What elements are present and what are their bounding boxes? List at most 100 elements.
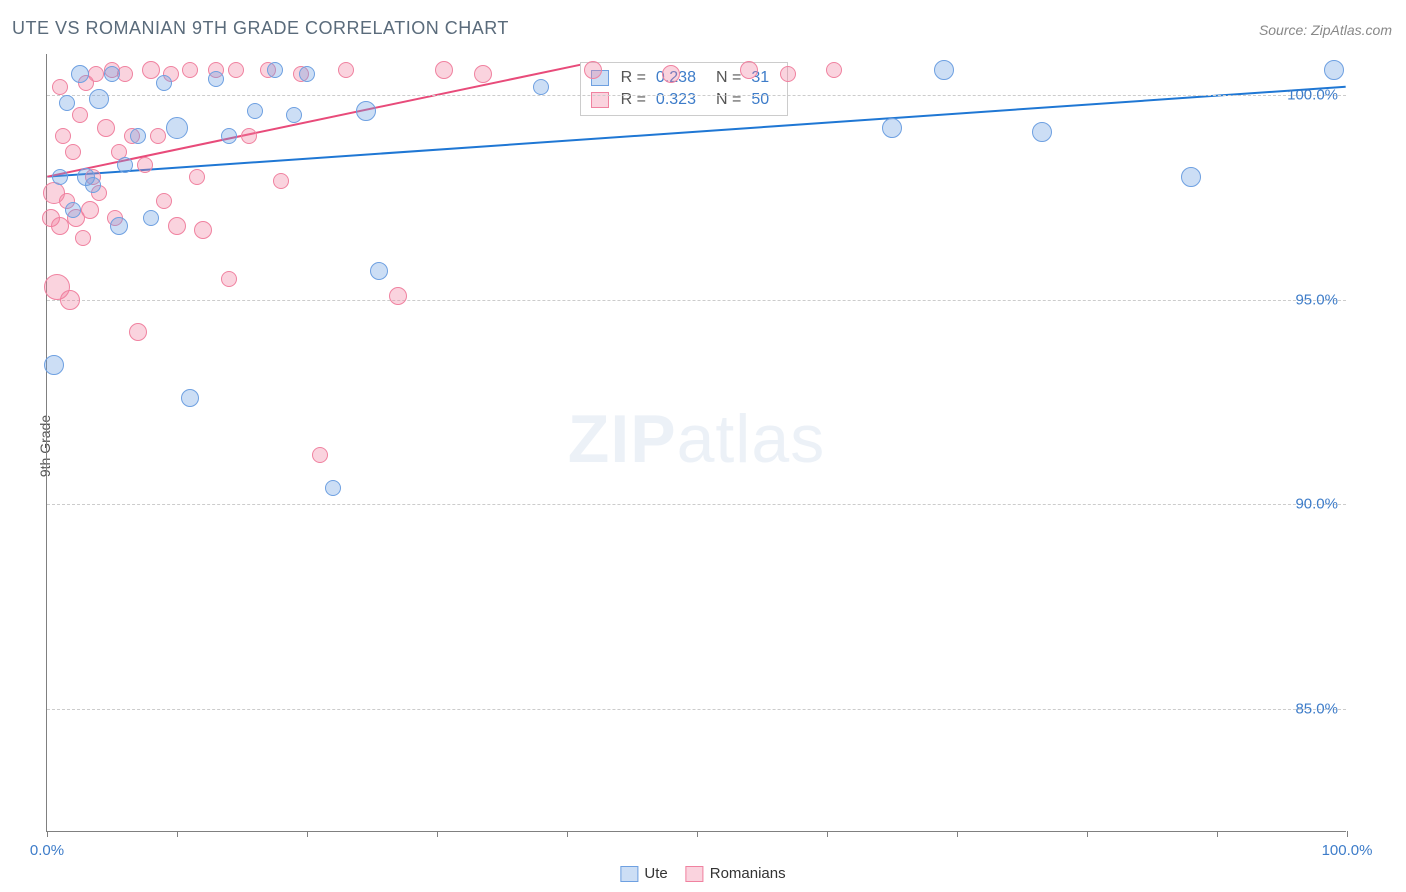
xtick-mark [1347, 831, 1348, 837]
data-point [241, 128, 257, 144]
data-point [584, 61, 602, 79]
r-label: R = [621, 91, 646, 109]
data-point [189, 169, 205, 185]
data-point [85, 177, 101, 193]
data-point [117, 157, 133, 173]
xtick-mark [307, 831, 308, 837]
data-point [55, 128, 71, 144]
legend-label-ute: Ute [644, 865, 667, 882]
data-point [273, 173, 289, 189]
gridline [47, 504, 1346, 505]
r-value-romanians: 0.323 [656, 91, 696, 109]
ytick-label: 100.0% [1287, 86, 1338, 103]
xtick-mark [1087, 831, 1088, 837]
data-point [52, 169, 68, 185]
correlation-chart: UTE VS ROMANIAN 9TH GRADE CORRELATION CH… [0, 0, 1406, 892]
data-point [44, 355, 64, 375]
data-point [71, 65, 89, 83]
gridline [47, 95, 1346, 96]
watermark-light: atlas [677, 401, 826, 477]
data-point [221, 128, 237, 144]
data-point [533, 79, 549, 95]
data-point [150, 128, 166, 144]
xtick-mark [827, 831, 828, 837]
xtick-mark [47, 831, 48, 837]
data-point [65, 144, 81, 160]
data-point [826, 62, 842, 78]
data-point [166, 117, 188, 139]
data-point [156, 193, 172, 209]
data-point [168, 217, 186, 235]
data-point [435, 61, 453, 79]
data-point [370, 262, 388, 280]
data-point [81, 201, 99, 219]
data-point [267, 62, 283, 78]
data-point [356, 101, 376, 121]
n-value-romanians: 50 [751, 91, 769, 109]
data-point [338, 62, 354, 78]
plot-area: ZIPatlas R = 0.238 N = 31 R = 0.323 N = … [46, 54, 1346, 832]
data-point [156, 75, 172, 91]
data-point [104, 66, 120, 82]
data-point [299, 66, 315, 82]
data-point [208, 71, 224, 87]
data-point [59, 95, 75, 111]
data-point [882, 118, 902, 138]
chart-title: UTE VS ROMANIAN 9TH GRADE CORRELATION CH… [12, 18, 509, 39]
legend-swatch-ute [620, 866, 638, 882]
ytick-label: 90.0% [1295, 496, 1338, 513]
legend-item-ute: Ute [620, 865, 667, 882]
data-point [934, 60, 954, 80]
data-point [389, 287, 407, 305]
bottom-legend: Ute Romanians [620, 865, 785, 882]
n-label: N = [716, 69, 741, 87]
data-point [110, 217, 128, 235]
gridline [47, 709, 1346, 710]
data-point [137, 157, 153, 173]
stats-row-romanians: R = 0.323 N = 50 [591, 89, 778, 111]
legend-item-romanians: Romanians [686, 865, 786, 882]
data-point [60, 290, 80, 310]
xtick-mark [1217, 831, 1218, 837]
data-point [181, 389, 199, 407]
data-point [286, 107, 302, 123]
xtick-mark [567, 831, 568, 837]
data-point [97, 119, 115, 137]
data-point [312, 447, 328, 463]
legend-swatch-romanians [686, 866, 704, 882]
data-point [130, 128, 146, 144]
data-point [88, 66, 104, 82]
data-point [75, 230, 91, 246]
data-point [89, 89, 109, 109]
ytick-label: 85.0% [1295, 701, 1338, 718]
xtick-mark [697, 831, 698, 837]
data-point [228, 62, 244, 78]
xtick-label: 0.0% [30, 842, 64, 859]
data-point [1324, 60, 1344, 80]
data-point [325, 480, 341, 496]
n-label: N = [716, 91, 741, 109]
data-point [129, 323, 147, 341]
r-label: R = [621, 69, 646, 87]
data-point [740, 61, 758, 79]
data-point [1181, 167, 1201, 187]
data-point [221, 271, 237, 287]
legend-label-romanians: Romanians [710, 865, 786, 882]
ytick-label: 95.0% [1295, 291, 1338, 308]
watermark-bold: ZIP [568, 401, 677, 477]
data-point [662, 65, 680, 83]
xtick-mark [177, 831, 178, 837]
xtick-mark [437, 831, 438, 837]
data-point [1032, 122, 1052, 142]
data-point [247, 103, 263, 119]
data-point [474, 65, 492, 83]
xtick-mark [957, 831, 958, 837]
gridline [47, 300, 1346, 301]
data-point [143, 210, 159, 226]
watermark: ZIPatlas [568, 400, 825, 478]
data-point [65, 202, 81, 218]
xtick-label: 100.0% [1322, 842, 1373, 859]
trend-lines [47, 54, 1346, 831]
source-label: Source: ZipAtlas.com [1259, 22, 1392, 38]
data-point [194, 221, 212, 239]
